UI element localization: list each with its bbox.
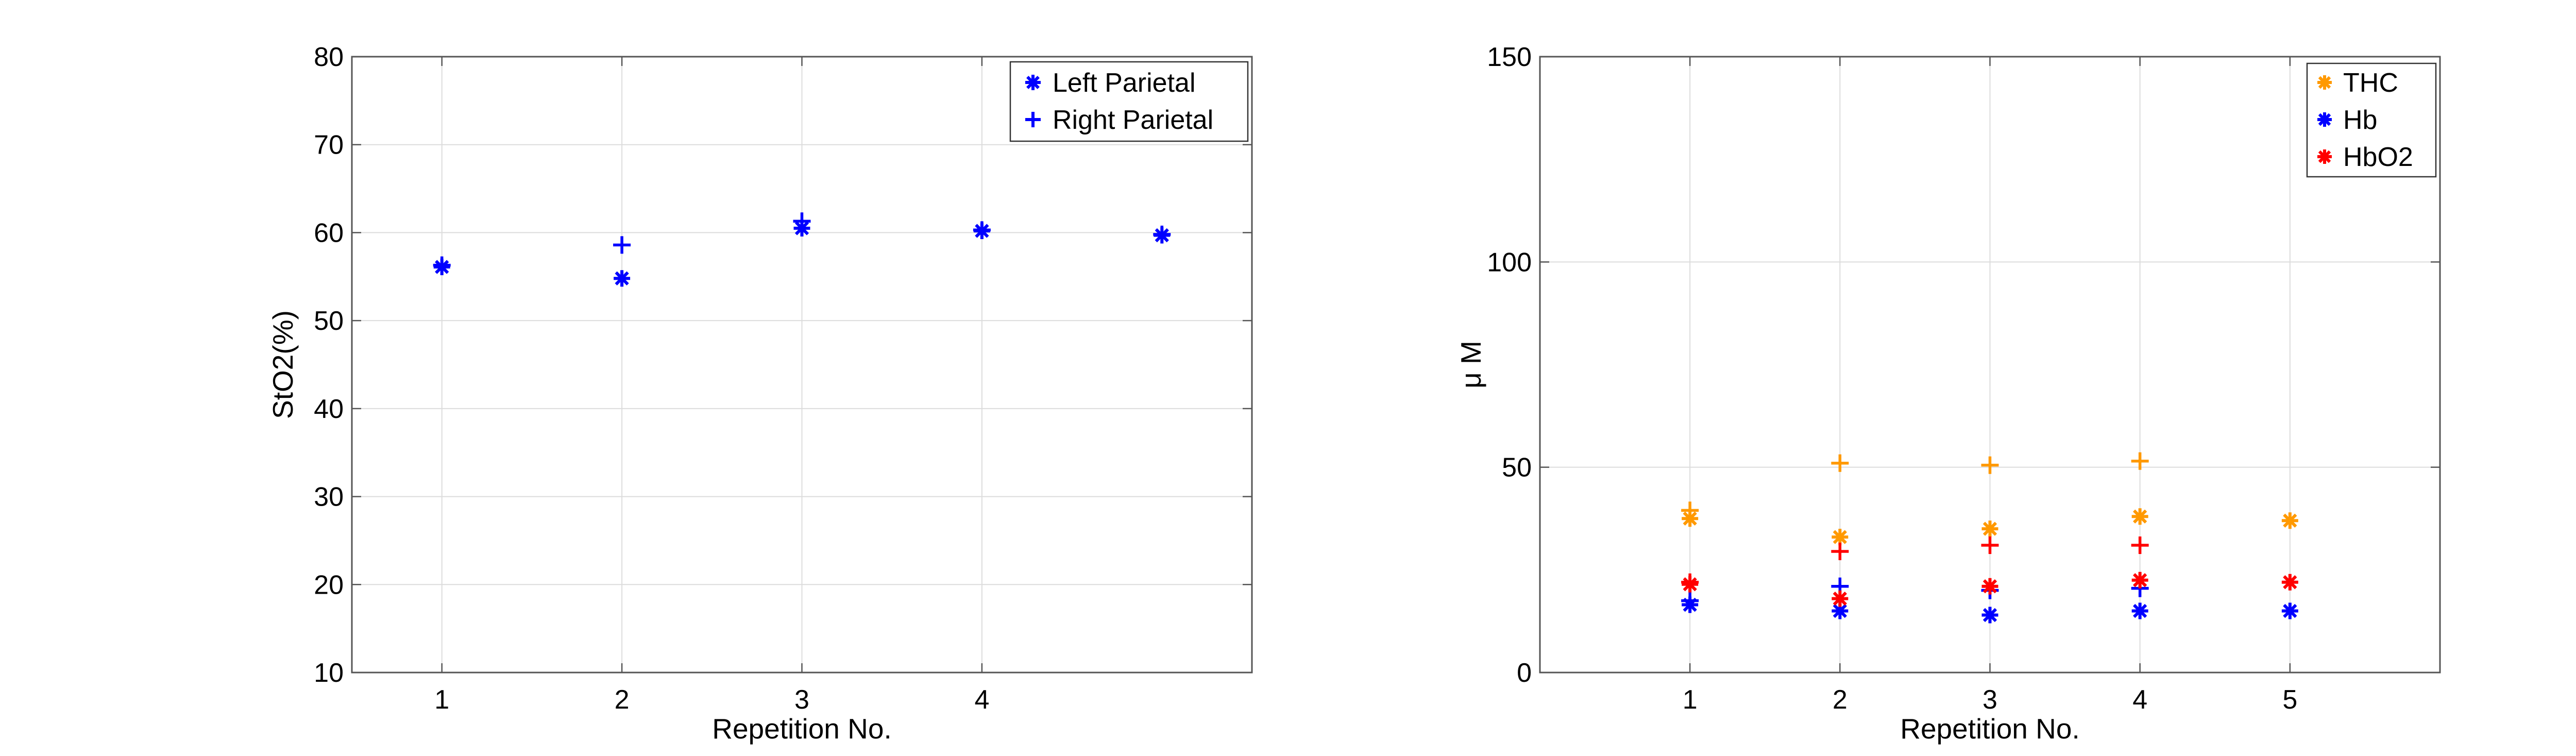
data-point bbox=[1981, 536, 1999, 555]
x-tick-label: 2 bbox=[615, 685, 630, 715]
data-point bbox=[1681, 592, 1699, 610]
legend-marker bbox=[2317, 149, 2332, 164]
y-tick-label: 50 bbox=[314, 306, 344, 336]
x-tick-label: 1 bbox=[1683, 685, 1698, 715]
series-1 bbox=[1681, 452, 2149, 519]
legend-marker bbox=[2317, 75, 2332, 90]
series-1 bbox=[433, 212, 1171, 274]
axes-frame bbox=[351, 56, 1253, 674]
data-point bbox=[613, 236, 631, 254]
data-point bbox=[1832, 602, 1849, 619]
y-tick-label: 10 bbox=[314, 658, 344, 688]
data-point bbox=[1981, 520, 1998, 537]
y-tick-label: 30 bbox=[314, 482, 344, 512]
data-point bbox=[2281, 602, 2298, 619]
y-tick-label: 0 bbox=[1517, 658, 1532, 688]
data-point bbox=[1981, 578, 1998, 595]
legend-marker bbox=[2317, 112, 2332, 127]
legend: Left Parietal Right Parietal bbox=[1009, 61, 1249, 142]
legend-label: Left Parietal bbox=[1053, 68, 1196, 98]
data-point bbox=[2131, 602, 2148, 619]
x-tick-label: 3 bbox=[1982, 685, 1997, 715]
data-point bbox=[2131, 536, 2149, 555]
data-point bbox=[1681, 501, 1699, 519]
x-tick-label: 4 bbox=[974, 685, 989, 715]
legend-label: HbO2 bbox=[2343, 142, 2413, 172]
y-tick-label: 60 bbox=[314, 218, 344, 248]
legend: THC Hb HbO2 bbox=[2306, 62, 2437, 178]
chart-left-sto2: 1 2 3 4 10 20 30 40 50 60 70 80 Repetition No. StO2(%… bbox=[267, 42, 1253, 745]
data-point bbox=[1981, 607, 1998, 624]
y-axis-label: StO2(%) bbox=[267, 310, 299, 419]
legend-marker bbox=[1025, 112, 1041, 127]
data-point bbox=[1832, 590, 1849, 607]
series-0 bbox=[1682, 508, 2298, 546]
data-point bbox=[1832, 529, 1849, 546]
y-tick-label: 100 bbox=[1487, 247, 1532, 277]
y-axis-label: μ M bbox=[1455, 341, 1487, 389]
y-tick-label: 40 bbox=[314, 394, 344, 424]
data-point bbox=[1831, 542, 1849, 560]
x-tick-label: 5 bbox=[2282, 685, 2297, 715]
data-point bbox=[793, 212, 811, 230]
y-tick-label: 50 bbox=[1502, 453, 1532, 483]
data-point bbox=[2131, 508, 2148, 525]
data-point bbox=[2281, 574, 2298, 591]
data-point bbox=[2281, 512, 2298, 529]
data-point bbox=[2131, 572, 2148, 589]
x-tick-label: 3 bbox=[794, 685, 809, 715]
x-axis-label: Repetition No. bbox=[1900, 713, 2080, 745]
data-point bbox=[2131, 452, 2149, 470]
x-tick-label: 1 bbox=[434, 685, 449, 715]
legend-label: Hb bbox=[2343, 105, 2377, 135]
data-point bbox=[973, 221, 991, 239]
series-5 bbox=[1681, 536, 2149, 591]
y-tick-label: 80 bbox=[314, 42, 344, 72]
legend-marker bbox=[1025, 75, 1041, 90]
data-point bbox=[614, 270, 631, 287]
legend-label: Right Parietal bbox=[1053, 105, 1213, 135]
data-point bbox=[433, 256, 451, 274]
data-point bbox=[1981, 456, 1999, 474]
x-tick-label: 2 bbox=[1833, 685, 1848, 715]
y-tick-label: 150 bbox=[1487, 42, 1532, 72]
series-4 bbox=[1682, 572, 2298, 607]
legend-box bbox=[1009, 61, 1249, 142]
y-tick-label: 20 bbox=[314, 570, 344, 600]
x-tick-label: 4 bbox=[2132, 685, 2147, 715]
data-point bbox=[1153, 225, 1171, 243]
data-point bbox=[1681, 573, 1699, 591]
y-tick-label: 70 bbox=[314, 130, 344, 160]
axes-frame bbox=[1539, 56, 2441, 674]
x-axis-label: Repetition No. bbox=[712, 713, 892, 745]
data-point bbox=[1831, 454, 1849, 472]
legend-label: THC bbox=[2343, 68, 2398, 98]
